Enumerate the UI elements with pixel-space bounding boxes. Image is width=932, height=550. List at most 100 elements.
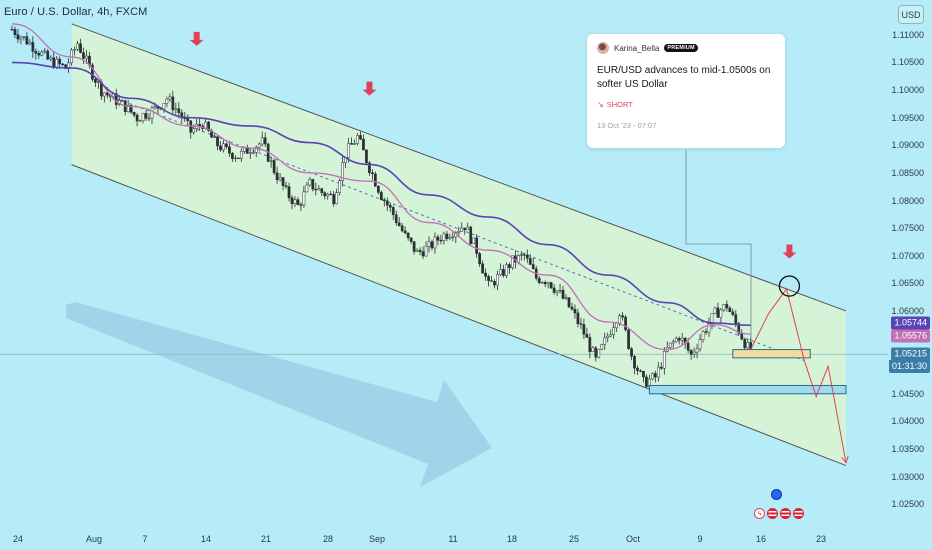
candle: [728, 306, 732, 313]
candle: [463, 227, 467, 235]
time-axis-label: 25: [568, 534, 580, 544]
candle: [374, 171, 377, 187]
candle: [719, 307, 723, 324]
event-markers: ϟ: [754, 508, 804, 519]
candle: [61, 63, 64, 67]
price-axis-label: 1.10000: [891, 85, 924, 96]
candle: [231, 152, 234, 162]
price-axis-label: 1.08000: [891, 195, 924, 206]
candle: [305, 182, 309, 193]
candle: [570, 302, 574, 311]
price-axis-label: 1.07000: [891, 250, 924, 261]
candle: [662, 347, 666, 375]
candle: [31, 36, 35, 58]
us-flag-event-icon[interactable]: [793, 508, 804, 519]
candle: [263, 132, 267, 147]
candle: [624, 314, 627, 332]
price-axis-label: 1.10500: [891, 57, 924, 68]
us-flag-event-icon[interactable]: [780, 508, 791, 519]
candle: [695, 343, 699, 359]
candle: [34, 48, 38, 60]
candle: [251, 148, 255, 155]
candle: [657, 361, 660, 382]
candle: [394, 210, 398, 226]
candle: [49, 55, 53, 62]
candle: [147, 113, 151, 122]
candle: [299, 202, 303, 211]
candle: [701, 329, 705, 343]
candle: [198, 118, 202, 131]
time-axis-label: 9: [697, 534, 703, 544]
candle: [67, 58, 70, 73]
price-axis-label: 1.08500: [891, 167, 924, 178]
candle: [73, 46, 76, 56]
candle: [290, 195, 294, 210]
short-signal-badge: ↘ SHORT: [597, 100, 775, 109]
candle: [248, 147, 252, 160]
price-axis-label: 1.11000: [892, 29, 924, 40]
candle: [222, 139, 225, 153]
candle: [379, 190, 383, 201]
candle: [478, 251, 481, 267]
candle: [338, 178, 341, 196]
candle: [588, 333, 592, 359]
candle: [585, 327, 589, 338]
channel-upper-line: [71, 23, 847, 312]
author-avatar[interactable]: [597, 42, 609, 54]
us-flag-event-icon[interactable]: [767, 508, 778, 519]
candle: [353, 139, 356, 145]
candle: [46, 48, 50, 61]
candle: [451, 230, 455, 242]
economic-event-icon[interactable]: [771, 489, 782, 500]
price-axis-label: 1.04500: [891, 388, 924, 399]
symbol-title[interactable]: Euro / U.S. Dollar, 4h, FXCM: [4, 6, 148, 18]
flash-event-icon[interactable]: ϟ: [754, 508, 765, 519]
candle: [543, 280, 547, 288]
support-zone-box: [732, 349, 811, 359]
candle: [606, 332, 610, 343]
time-axis-label: 28: [322, 534, 334, 544]
candle: [19, 35, 23, 45]
candle: [508, 262, 511, 274]
candle: [138, 119, 142, 122]
candle: [651, 372, 654, 381]
candle: [555, 290, 559, 297]
news-card[interactable]: Karina_Bella PREMIUM EUR/USD advances to…: [587, 34, 785, 148]
candle: [409, 237, 413, 245]
time-axis-label: 21: [260, 534, 272, 544]
author-name[interactable]: Karina_Bella: [614, 43, 660, 53]
candle: [716, 302, 720, 318]
candle: [329, 190, 333, 196]
currency-button[interactable]: USD: [898, 5, 924, 24]
candle: [713, 306, 717, 315]
candle: [174, 102, 178, 115]
price-axis-label: 1.03000: [891, 471, 924, 482]
projection-path: [750, 287, 847, 463]
time-axis-label: Oct: [625, 534, 641, 544]
last-price-tag: 1.05215: [891, 347, 930, 361]
time-axis-label: Aug: [85, 534, 103, 544]
sell-arrow-icon: [782, 244, 797, 259]
candle: [743, 337, 747, 350]
time-axis-label: 14: [200, 534, 212, 544]
news-headline[interactable]: EUR/USD advances to mid-1.0500s on softe…: [597, 65, 771, 90]
candle: [502, 264, 505, 278]
candle: [481, 260, 484, 274]
candle: [102, 92, 106, 103]
candle: [433, 232, 437, 254]
candle: [120, 99, 124, 102]
candle: [79, 38, 82, 54]
candle: [493, 279, 496, 289]
candle: [725, 300, 729, 312]
candle: [499, 263, 502, 277]
candle: [609, 329, 613, 338]
candle: [314, 182, 318, 196]
trend-down-icon: ↘: [597, 100, 604, 109]
candle: [284, 181, 288, 189]
candle: [403, 226, 407, 235]
time-axis-label: 11: [448, 534, 458, 544]
sma-long-price-tag: 1.05744: [891, 316, 930, 330]
candle: [704, 328, 708, 335]
candle: [350, 137, 353, 145]
